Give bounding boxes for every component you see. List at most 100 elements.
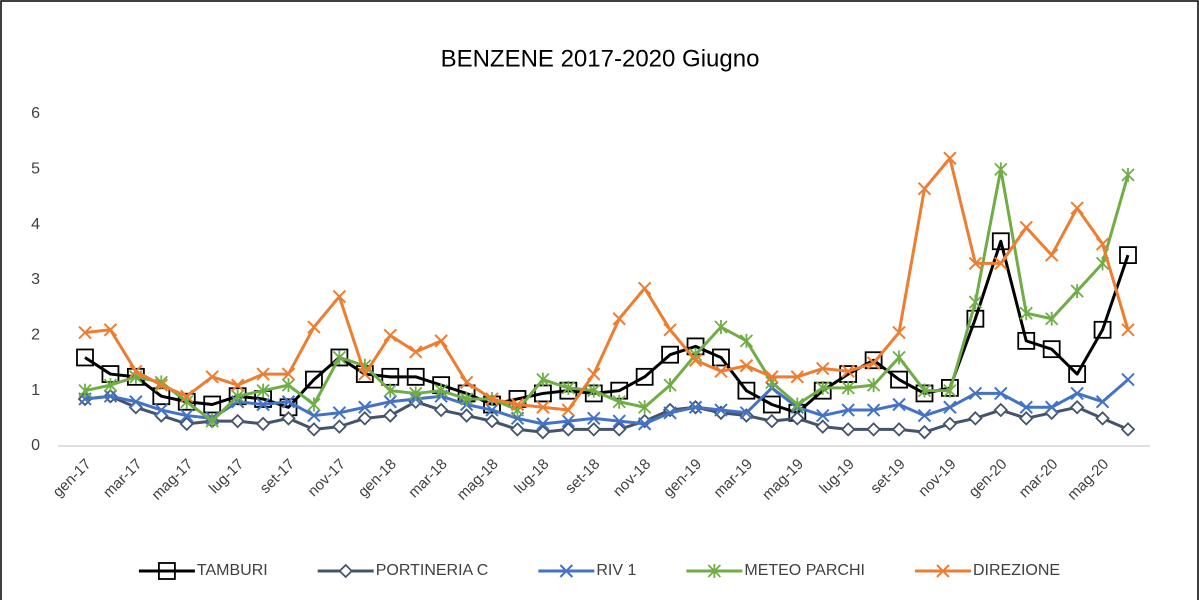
legend: TAMBURI PORTINERIA C RIV 1 METEO PARCHI DIRE… xyxy=(138,562,1060,580)
marker xyxy=(103,389,118,403)
marker xyxy=(1045,311,1059,326)
marker xyxy=(866,378,881,393)
marker xyxy=(434,334,448,348)
legend-item: RIV 1 xyxy=(538,562,636,579)
marker xyxy=(790,411,805,426)
marker xyxy=(943,400,957,414)
marker xyxy=(762,395,781,414)
marker xyxy=(307,408,321,423)
marker xyxy=(638,400,652,415)
marker xyxy=(305,370,323,389)
marker xyxy=(485,403,499,417)
legend-label: METEO PARCHI xyxy=(744,562,865,579)
marker xyxy=(661,345,679,364)
marker xyxy=(841,403,855,417)
marker xyxy=(917,383,932,398)
series-line xyxy=(84,167,1130,423)
marker xyxy=(966,309,985,328)
marker xyxy=(942,416,958,432)
marker xyxy=(357,411,373,426)
marker xyxy=(129,395,143,409)
marker xyxy=(561,403,576,417)
marker xyxy=(637,417,652,431)
marker xyxy=(663,323,677,337)
marker xyxy=(281,395,296,409)
marker xyxy=(866,422,881,437)
marker xyxy=(1018,411,1034,426)
legend-item: METEO PARCHI xyxy=(686,562,865,579)
marker xyxy=(890,370,908,389)
marker xyxy=(968,411,983,426)
marker xyxy=(663,406,677,420)
marker xyxy=(536,372,550,387)
marker xyxy=(332,406,347,420)
marker xyxy=(154,403,169,417)
marker xyxy=(739,359,754,373)
marker xyxy=(180,389,194,403)
marker xyxy=(688,353,703,367)
marker xyxy=(612,394,626,409)
marker xyxy=(281,378,296,393)
marker xyxy=(1070,386,1084,401)
marker xyxy=(256,367,270,381)
marker xyxy=(485,392,499,406)
marker xyxy=(1121,167,1135,182)
marker xyxy=(1069,399,1085,415)
legend-item: TAMBURI xyxy=(138,562,268,580)
marker xyxy=(739,406,754,420)
marker xyxy=(382,408,398,423)
marker xyxy=(637,281,652,296)
y-tick-label: 6 xyxy=(31,105,40,122)
marker xyxy=(587,367,601,381)
marker xyxy=(714,320,728,335)
marker xyxy=(228,387,247,406)
marker xyxy=(840,422,856,437)
marker xyxy=(994,386,1008,401)
marker xyxy=(943,151,957,165)
y-tick-label: 1 xyxy=(31,382,40,399)
marker xyxy=(917,408,932,423)
marker xyxy=(459,391,474,406)
marker xyxy=(78,383,92,398)
marker xyxy=(1017,331,1036,350)
marker xyxy=(76,348,94,367)
marker xyxy=(383,395,397,409)
marker xyxy=(968,386,983,401)
marker xyxy=(991,232,1010,251)
marker xyxy=(103,323,118,337)
marker xyxy=(1070,284,1084,299)
marker xyxy=(406,367,425,386)
marker xyxy=(332,419,347,434)
legend-label: TAMBURI xyxy=(197,562,268,579)
marker xyxy=(103,378,118,393)
marker xyxy=(1121,323,1135,337)
marker xyxy=(587,411,601,426)
marker xyxy=(917,181,932,196)
marker xyxy=(256,383,270,398)
marker xyxy=(1070,201,1084,215)
marker xyxy=(281,367,296,381)
marker xyxy=(1095,237,1110,251)
marker xyxy=(154,378,169,392)
marker xyxy=(816,380,830,395)
marker xyxy=(307,397,321,412)
marker xyxy=(816,408,830,423)
marker xyxy=(559,564,574,578)
marker xyxy=(816,361,830,376)
marker xyxy=(663,378,677,393)
marker xyxy=(968,256,983,271)
marker xyxy=(409,386,423,401)
marker xyxy=(712,348,730,367)
marker xyxy=(587,383,601,398)
legend-item: DIREZIONE xyxy=(914,562,1060,579)
marker xyxy=(1044,248,1059,262)
marker xyxy=(815,419,831,434)
marker xyxy=(561,380,575,395)
marker xyxy=(307,320,321,334)
marker xyxy=(433,402,449,418)
marker xyxy=(230,413,245,429)
marker xyxy=(993,402,1009,418)
marker xyxy=(1019,306,1033,321)
marker xyxy=(203,395,222,414)
